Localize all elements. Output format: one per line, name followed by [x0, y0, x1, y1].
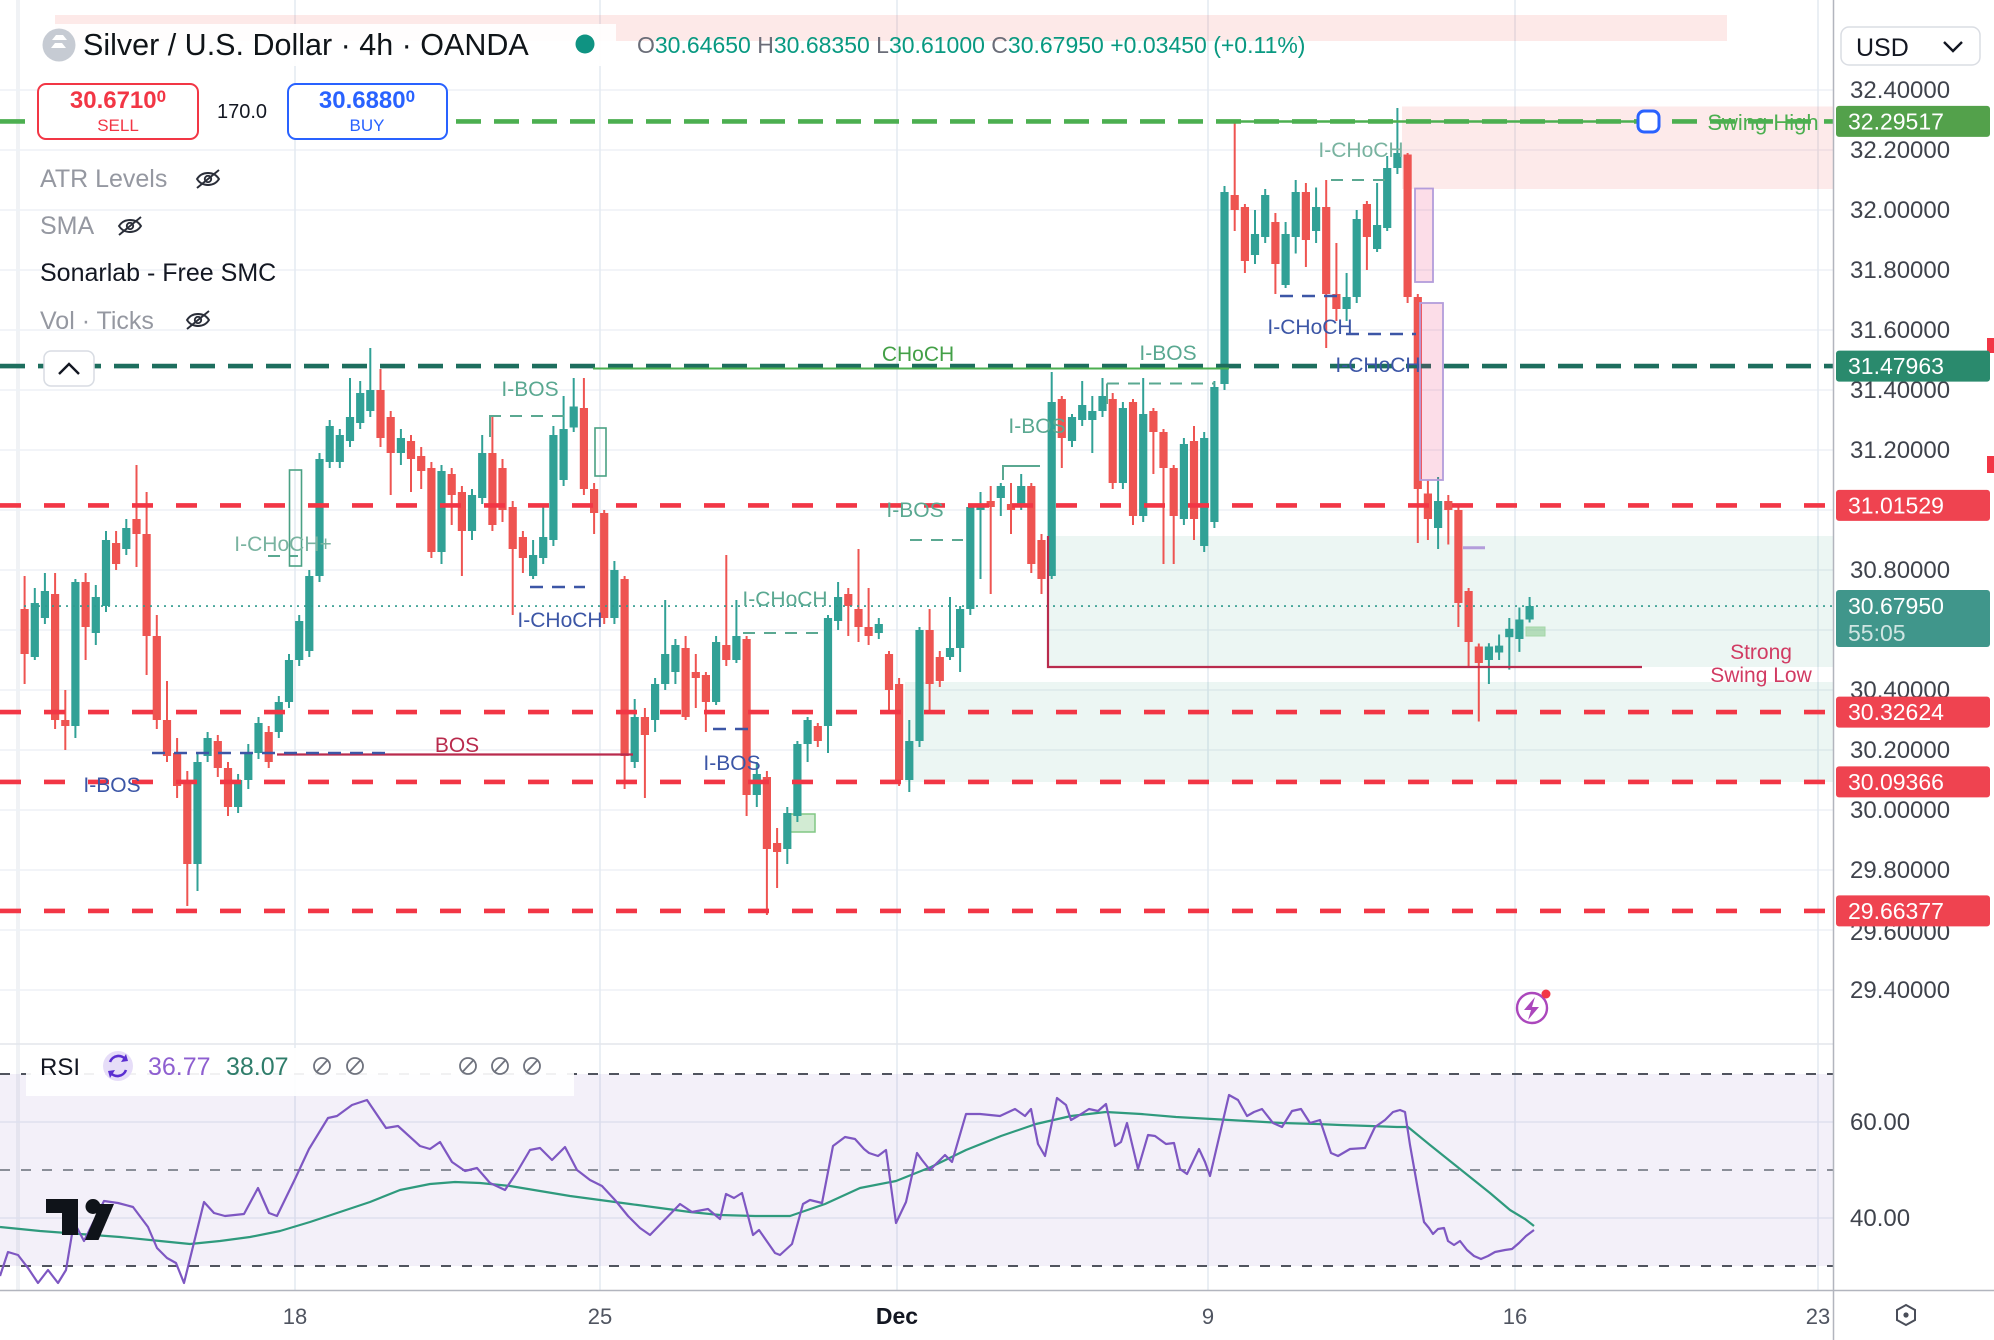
svg-text:I-BOS: I-BOS — [83, 774, 140, 797]
svg-text:Strong: Strong — [1730, 641, 1792, 664]
svg-text:SMA: SMA — [40, 212, 95, 240]
svg-text:32.20000: 32.20000 — [1850, 137, 1950, 164]
svg-text:32.00000: 32.00000 — [1850, 197, 1950, 224]
svg-text:170.0: 170.0 — [217, 101, 267, 123]
svg-text:Sonarlab - Free SMC: Sonarlab - Free SMC — [40, 259, 276, 287]
svg-text:I-CHoCH: I-CHoCH — [1318, 139, 1403, 162]
svg-text:31.20000: 31.20000 — [1850, 437, 1950, 464]
svg-text:Dec: Dec — [876, 1303, 918, 1329]
svg-text:16: 16 — [1503, 1304, 1527, 1329]
svg-text:I-CHoCH: I-CHoCH — [517, 609, 602, 632]
svg-text:SELL: SELL — [97, 116, 139, 135]
svg-text:30.32624: 30.32624 — [1848, 699, 1944, 725]
svg-text:ATR Levels: ATR Levels — [40, 165, 167, 193]
svg-text:I-CHoCH: I-CHoCH — [1335, 354, 1420, 377]
svg-text:30.68800: 30.68800 — [319, 87, 415, 114]
svg-text:18: 18 — [283, 1304, 307, 1329]
svg-text:Swing Low: Swing Low — [1710, 664, 1812, 687]
svg-text:Silver / U.S. Dollar · 4h · OA: Silver / U.S. Dollar · 4h · OANDA — [83, 28, 529, 62]
svg-text:31.01529: 31.01529 — [1848, 492, 1944, 518]
svg-text:USD: USD — [1856, 34, 1909, 62]
svg-text:I-BOS: I-BOS — [1139, 342, 1196, 365]
svg-text:25: 25 — [588, 1304, 612, 1329]
svg-text:32.40000: 32.40000 — [1850, 77, 1950, 104]
svg-text:30.20000: 30.20000 — [1850, 737, 1950, 764]
svg-text:CHoCH: CHoCH — [882, 343, 954, 366]
svg-text:30.67950: 30.67950 — [1848, 593, 1944, 619]
svg-text:29.80000: 29.80000 — [1850, 857, 1950, 884]
svg-text:30.00000: 30.00000 — [1850, 797, 1950, 824]
svg-text:I-BOS: I-BOS — [501, 378, 558, 401]
svg-text:29.66377: 29.66377 — [1848, 898, 1944, 924]
svg-text:55:05: 55:05 — [1848, 620, 1906, 646]
svg-text:I-BOS: I-BOS — [1008, 415, 1065, 438]
svg-text:30.67100: 30.67100 — [70, 87, 166, 114]
svg-text:Swing High: Swing High — [1707, 110, 1818, 135]
svg-text:BUY: BUY — [350, 116, 385, 135]
svg-text:32.29517: 32.29517 — [1848, 108, 1944, 134]
svg-text:I-CHoCH: I-CHoCH — [1267, 316, 1352, 339]
svg-text:30.09366: 30.09366 — [1848, 769, 1944, 795]
svg-text:O30.64650 H30.68350 L30.61000: O30.64650 H30.68350 L30.61000 C30.67950 … — [637, 32, 1305, 58]
svg-text:38.07: 38.07 — [226, 1053, 289, 1081]
svg-text:60.00: 60.00 — [1850, 1109, 1910, 1136]
svg-text:I-BOS: I-BOS — [703, 752, 760, 775]
svg-text:36.77: 36.77 — [148, 1053, 211, 1081]
svg-text:RSI: RSI — [40, 1054, 80, 1081]
svg-text:23: 23 — [1806, 1304, 1830, 1329]
svg-text:31.80000: 31.80000 — [1850, 257, 1950, 284]
svg-text:BOS: BOS — [435, 734, 479, 757]
svg-text:40.00: 40.00 — [1850, 1205, 1910, 1232]
svg-text:I-BOS: I-BOS — [886, 499, 943, 522]
svg-text:30.80000: 30.80000 — [1850, 557, 1950, 584]
svg-text:31.60000: 31.60000 — [1850, 317, 1950, 344]
svg-text:9: 9 — [1202, 1304, 1214, 1329]
svg-text:I-CHoCH: I-CHoCH — [742, 588, 827, 611]
svg-text:Vol · Ticks: Vol · Ticks — [40, 307, 154, 335]
svg-text:31.47963: 31.47963 — [1848, 353, 1944, 379]
svg-text:I-CHoCH+: I-CHoCH+ — [234, 533, 331, 556]
svg-text:29.40000: 29.40000 — [1850, 977, 1950, 1004]
